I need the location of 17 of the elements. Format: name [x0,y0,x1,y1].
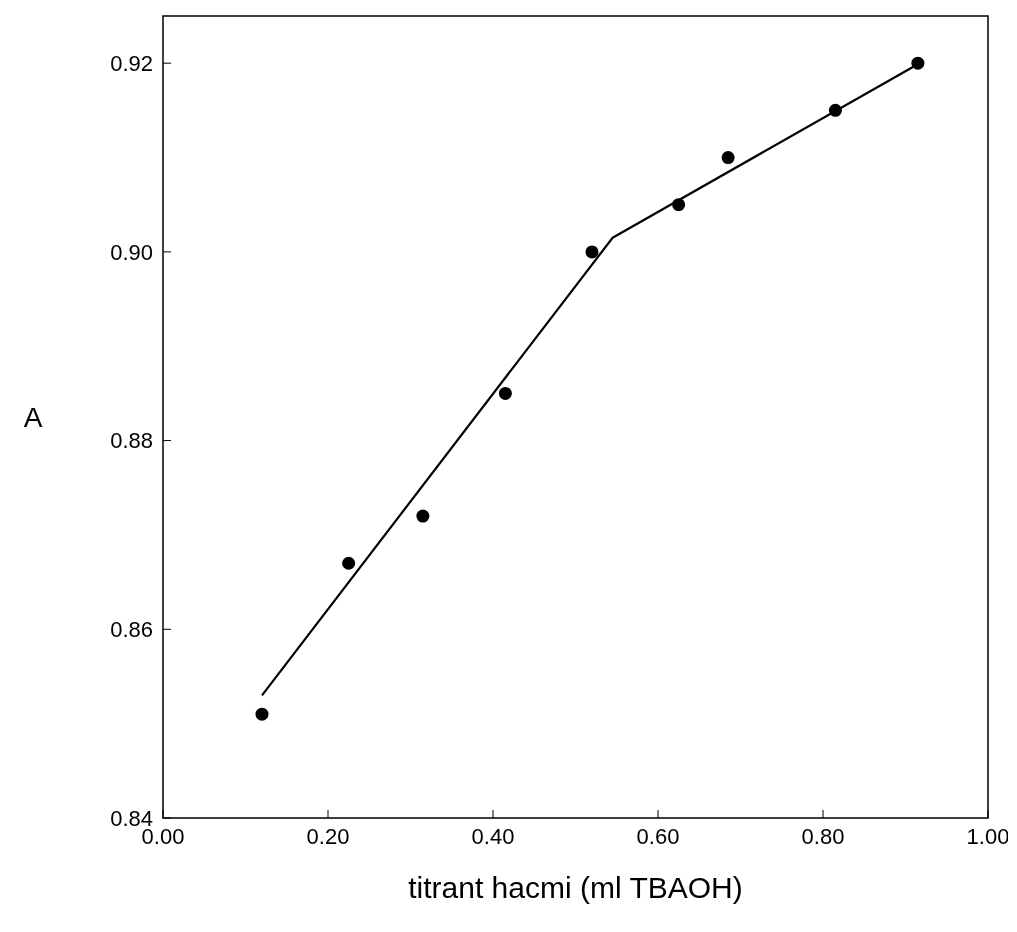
y-axis-title: A [23,401,43,433]
x-tick-label: 0.60 [636,824,680,849]
y-tick-label: 0.88 [110,428,153,454]
point [416,509,430,523]
y-tick-label: 0.86 [110,616,153,642]
x-tick-label: 0.80 [801,824,845,849]
point [585,245,599,259]
y-tick-label: 0.92 [110,50,153,76]
x-tick-label: 1.00 [966,824,1010,849]
point [342,556,356,570]
x-tick-label: 0.20 [306,824,350,849]
y-tick-label: 0.90 [110,239,153,265]
x-tick-label: 0.40 [471,824,515,849]
point [255,707,269,721]
point [721,151,735,165]
x-axis-title: titrant hacmi (ml TBAOH) [408,871,743,904]
point [498,386,512,400]
